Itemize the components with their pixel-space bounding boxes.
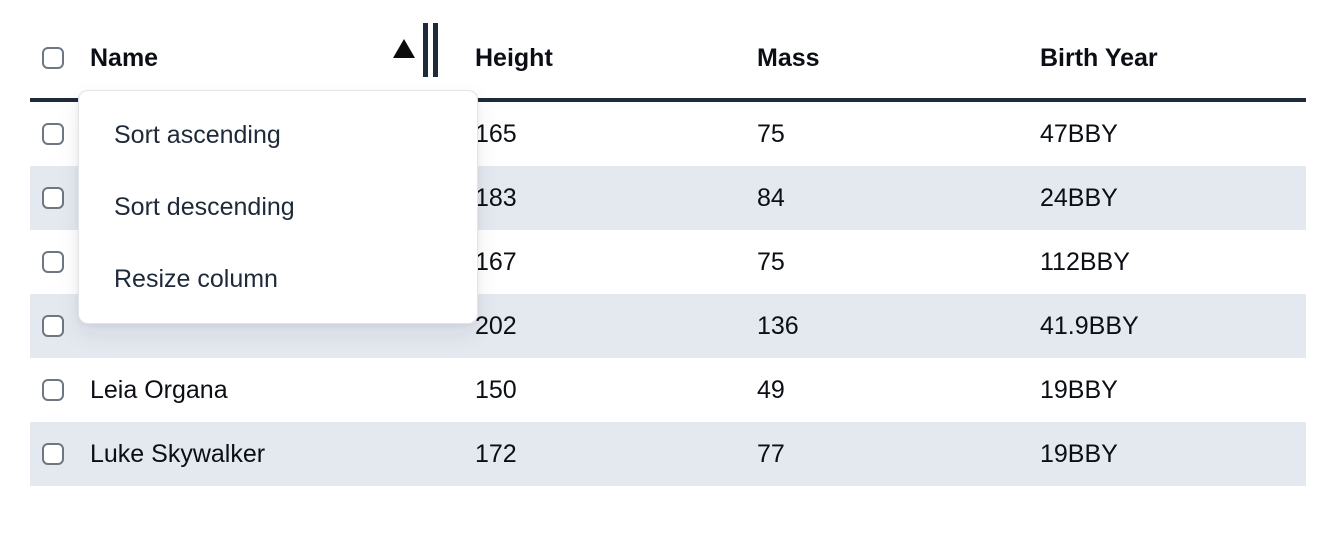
row-checkbox-cell [30, 486, 78, 507]
table-row: Leia Organa 150 49 19BBY [30, 358, 1306, 422]
menu-item-resize-column[interactable]: Resize column [114, 264, 278, 293]
cell-name: Luke Skywalker [90, 439, 266, 468]
menu-item-sort-ascending[interactable]: Sort ascending [114, 120, 281, 149]
table-row: 165 75 47BBY [30, 100, 1306, 166]
cell-birth_year: 112BBY [1040, 247, 1130, 276]
row-checkbox-cell [30, 294, 78, 358]
cell-birth_year: 57BBY [1023, 486, 1306, 508]
cell-mass: 77 [757, 439, 785, 468]
row-checkbox[interactable] [42, 251, 64, 273]
column-header-name[interactable]: Name [78, 0, 443, 102]
column-header-mass[interactable]: Mass [733, 0, 1023, 102]
column-header-name-label: Name [90, 43, 159, 72]
table-row: 167 75 112BBY [30, 230, 1306, 294]
column-header-height-label: Height [475, 43, 553, 72]
row-checkbox-cell [30, 166, 78, 230]
menu-item-sort-descending[interactable]: Sort descending [114, 192, 295, 221]
row-checkbox-cell [30, 100, 78, 166]
table-row: Obi-Wan Kenobi1827757BBY [30, 486, 1306, 508]
row-checkbox[interactable] [42, 379, 64, 401]
column-header-mass-label: Mass [757, 43, 820, 72]
column-context-menu: Sort ascending Sort descending Resize co… [78, 90, 478, 324]
cell-height: 150 [475, 375, 517, 404]
select-all-checkbox[interactable] [42, 47, 64, 69]
cell-mass: 49 [757, 375, 785, 404]
cell-height: 183 [475, 183, 517, 212]
row-checkbox[interactable] [42, 315, 64, 337]
cell-birth_year: 47BBY [1040, 119, 1118, 148]
cell-birth_year: 41.9BBY [1040, 311, 1139, 340]
cell-height: 172 [475, 439, 517, 468]
row-checkbox-cell [30, 422, 78, 486]
row-checkbox[interactable] [42, 123, 64, 145]
column-header-birth-year[interactable]: Birth Year [1023, 0, 1306, 102]
select-all-cell [30, 0, 78, 102]
cell-name: Obi-Wan Kenobi [78, 486, 443, 508]
row-checkbox-cell [30, 230, 78, 294]
sort-ascending-icon [393, 39, 415, 58]
cell-height: 165 [475, 119, 517, 148]
cell-birth_year: 19BBY [1040, 439, 1118, 468]
cell-mass: 84 [757, 183, 785, 212]
row-checkbox[interactable] [42, 443, 64, 465]
cell-height: 182 [443, 486, 733, 508]
table-row: Luke Skywalker 172 77 19BBY [30, 422, 1306, 486]
row-checkbox[interactable] [42, 187, 64, 209]
cell-birth_year: 24BBY [1040, 183, 1118, 212]
cell-mass: 75 [757, 119, 785, 148]
cell-mass: 77 [733, 486, 1023, 508]
cell-mass: 75 [757, 247, 785, 276]
header-row: Name Height Mass Birth Year [30, 0, 1306, 102]
row-checkbox-cell [30, 358, 78, 422]
cell-height: 202 [475, 311, 517, 340]
column-header-height[interactable]: Height [443, 0, 733, 102]
column-resize-handle-icon[interactable] [423, 23, 438, 77]
cell-height: 167 [475, 247, 517, 276]
cell-birth_year: 19BBY [1040, 375, 1118, 404]
column-header-birth-year-label: Birth Year [1040, 43, 1158, 72]
cell-mass: 136 [757, 311, 799, 340]
cell-name: Leia Organa [90, 375, 228, 404]
